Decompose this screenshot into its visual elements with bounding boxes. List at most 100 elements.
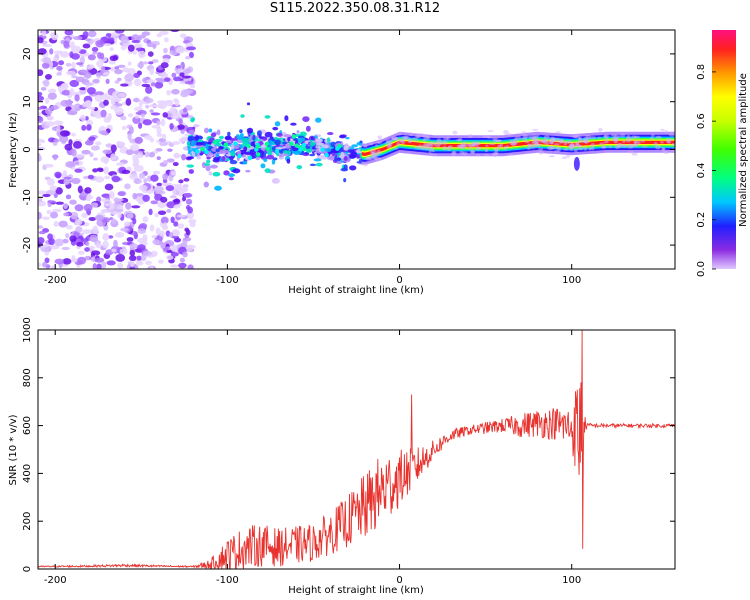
noise-blob (120, 35, 129, 44)
transition-blob (196, 155, 202, 160)
noise-blob (132, 158, 140, 166)
steady-fuzz (422, 138, 427, 142)
noise-blob (173, 204, 181, 209)
transition-blob (240, 114, 245, 118)
noise-blob (45, 189, 56, 196)
noise-blob (86, 124, 92, 131)
steady-fuzz (538, 147, 544, 151)
transition-blob (296, 130, 300, 134)
steady-fuzz (362, 162, 369, 167)
noise-blob (42, 193, 51, 198)
noise-blob (176, 124, 185, 130)
transition-blob (315, 138, 323, 143)
steady-fuzz (521, 131, 527, 135)
noise-blob (156, 120, 161, 126)
transition-blob (304, 145, 311, 150)
steady-fuzz (396, 131, 402, 136)
steady-fuzz (603, 134, 609, 139)
steady-fuzz (562, 156, 567, 159)
noise-blob (145, 85, 153, 94)
noise-blob (136, 244, 146, 251)
noise-blob (190, 84, 196, 89)
transition-blob (187, 156, 195, 160)
noise-blob (71, 53, 81, 60)
noise-blob (92, 168, 99, 173)
transition-blob (287, 150, 291, 156)
noise-blob (144, 260, 152, 265)
noise-blob (142, 119, 153, 126)
steady-fuzz (671, 143, 675, 147)
noise-blob (156, 126, 162, 135)
steady-fuzz (655, 135, 662, 139)
noise-blob (69, 199, 77, 205)
noise-blob (172, 162, 179, 167)
transition-blob (311, 146, 316, 150)
steady-fuzz (503, 146, 507, 151)
steady-fuzz (599, 142, 604, 145)
noise-blob (114, 80, 120, 84)
transition-peak (200, 146, 205, 152)
transition-blob (223, 170, 230, 176)
transition-blob (328, 155, 334, 161)
noise-blob (38, 69, 44, 77)
noise-blob (92, 263, 98, 269)
spectrogram-y-tick-label: -20 (22, 237, 33, 253)
noise-blob (178, 262, 187, 269)
noise-blob (117, 262, 124, 269)
steady-fuzz (650, 136, 654, 141)
noise-blob (94, 257, 105, 263)
noise-blob (183, 107, 188, 113)
noise-blob (82, 31, 89, 39)
steady-fuzz (570, 142, 575, 147)
steady-fuzz (409, 131, 413, 137)
transition-blob (331, 152, 336, 157)
noise-blob (114, 107, 124, 116)
noise-blob (91, 250, 101, 256)
noise-blob (154, 185, 164, 193)
steady-fuzz (503, 129, 509, 135)
noise-blob (45, 108, 53, 115)
noise-blob (125, 202, 132, 210)
transition-blob (252, 134, 256, 141)
transition-peak (264, 141, 269, 147)
noise-blob (152, 43, 157, 49)
steady-fuzz (536, 144, 541, 148)
steady-fuzz (543, 135, 550, 140)
noise-blob (132, 50, 137, 55)
noise-blob (107, 37, 115, 42)
noise-blob (38, 153, 41, 162)
noise-blob (57, 85, 63, 93)
noise-blob (179, 257, 186, 263)
noise-blob (134, 136, 144, 144)
noise-blob (154, 212, 159, 218)
steady-fuzz (531, 144, 535, 149)
noise-blob (133, 72, 141, 79)
steady-fuzz (538, 150, 544, 155)
noise-blob (110, 153, 117, 161)
transition-peak (320, 147, 325, 152)
noise-blob (94, 91, 104, 96)
snr-x-tick-label: -100 (216, 575, 239, 586)
noise-blob (140, 113, 146, 118)
transition-blob (210, 164, 218, 169)
noise-blob (127, 61, 132, 66)
noise-blob (64, 30, 74, 36)
noise-blob (56, 72, 62, 76)
noise-blob (104, 175, 111, 180)
noise-blob (181, 75, 191, 79)
transition-blob (268, 140, 273, 146)
noise-blob (42, 261, 48, 268)
noise-blob (87, 174, 94, 180)
transition-peak (291, 134, 297, 139)
noise-blob (62, 169, 67, 176)
noise-blob (138, 34, 147, 39)
transition-blob (282, 141, 288, 145)
noise-blob (71, 148, 77, 157)
noise-blob (173, 154, 184, 158)
noise-blob (151, 235, 157, 239)
steady-fuzz (626, 134, 631, 140)
transition-blob (239, 129, 243, 134)
transition-peak (233, 141, 238, 146)
transition-peak (212, 140, 218, 145)
